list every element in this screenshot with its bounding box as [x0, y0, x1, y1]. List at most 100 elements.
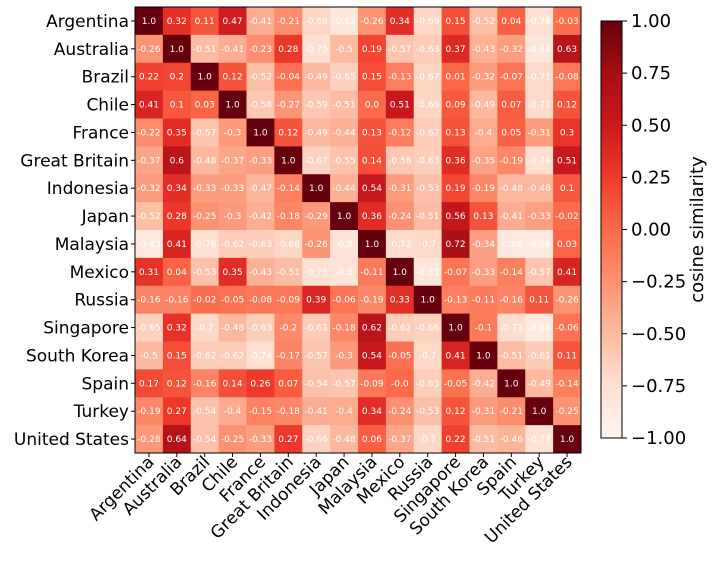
heatmap-cell-value: -0.57	[193, 128, 216, 138]
heatmap-cell	[441, 285, 470, 315]
heatmap-cell-value: -0.54	[193, 435, 217, 445]
heatmap-cell	[358, 7, 387, 36]
heatmap-cell-value: -0.48	[332, 435, 356, 445]
heatmap-cell-value: -0.63	[249, 324, 272, 334]
row-label: South Korea	[26, 346, 129, 366]
heatmap-cell	[302, 7, 331, 36]
heatmap-cell-value: -0.83	[137, 240, 160, 250]
heatmap-cell	[525, 285, 554, 315]
heatmap-cell-value: 0.54	[362, 184, 382, 194]
heatmap-cell	[190, 90, 220, 119]
heatmap-cell-value: -0.1	[475, 324, 493, 334]
heatmap-cell	[441, 425, 470, 454]
heatmap-cell-value: -0.66	[416, 324, 440, 334]
heatmap-cell-value: -0.3	[224, 128, 242, 138]
heatmap-cell	[330, 397, 359, 426]
heatmap-cell-value: -0.74	[249, 351, 273, 361]
heatmap-cell	[190, 146, 220, 175]
heatmap-cell	[302, 62, 331, 92]
row-label: France	[72, 123, 129, 143]
heatmap-cell	[441, 146, 470, 175]
heatmap-cell-value: -0.43	[249, 268, 272, 278]
heatmap-cell-value: -0.37	[137, 156, 160, 166]
heatmap-cell	[497, 397, 526, 426]
heatmap-cell	[385, 230, 415, 259]
heatmap-cell-value: -0.57	[388, 45, 411, 55]
heatmap-cell-value: -0.07	[444, 268, 467, 278]
heatmap-cell	[246, 425, 275, 454]
heatmap-cell-value: 0.12	[167, 379, 187, 389]
heatmap-cell	[553, 174, 582, 203]
heatmap-cell-value: 0.54	[362, 351, 382, 361]
heatmap-cell-value: 0.27	[167, 407, 187, 417]
heatmap-cell	[190, 257, 220, 287]
heatmap-cell-value: 0.12	[446, 407, 466, 417]
heatmap-cell	[302, 174, 331, 203]
heatmap-cell-value: -0.37	[221, 156, 244, 166]
row-label: Indonesia	[47, 179, 129, 199]
heatmap-cell	[358, 62, 387, 92]
heatmap-cell	[135, 369, 164, 398]
heatmap-cell-value: -0.8	[335, 240, 353, 250]
heatmap-cell	[274, 397, 303, 426]
heatmap-cell	[135, 397, 164, 426]
heatmap-cell-value: -0.04	[277, 73, 301, 83]
heatmap-cell-value: 0.03	[195, 101, 215, 111]
heatmap-cell	[302, 257, 331, 287]
heatmap-cell-value: 1.0	[225, 101, 240, 111]
heatmap-cell	[162, 90, 192, 119]
heatmap-cell	[330, 369, 359, 398]
heatmap-cell-value: 1.0	[476, 351, 491, 361]
heatmap-cell	[553, 285, 582, 315]
heatmap-cell	[525, 369, 554, 398]
heatmap-cell-value: 0.19	[362, 45, 382, 55]
heatmap-cell	[413, 202, 443, 231]
heatmap-cell	[135, 285, 164, 315]
heatmap-cell	[162, 202, 192, 231]
heatmap-cell	[274, 369, 303, 398]
heatmap-cell	[190, 425, 220, 454]
heatmap-cell	[190, 34, 220, 64]
heatmap-cell-value: -0.31	[528, 128, 551, 138]
heatmap-frame	[134, 6, 582, 454]
heatmap-cell	[246, 341, 275, 370]
heatmap-cell	[385, 313, 415, 342]
heatmap-cell-value: 0.09	[446, 101, 466, 111]
heatmap-cell	[162, 230, 192, 259]
heatmap-cell-value: -0.14	[500, 268, 524, 278]
heatmap-cell	[274, 257, 303, 287]
heatmap-cell-value: -0.62	[416, 128, 439, 138]
heatmap-cell	[441, 341, 470, 370]
heatmap-cell	[497, 341, 526, 370]
heatmap-cell-value: -0.25	[555, 407, 578, 417]
heatmap-cell-value: 0.36	[362, 212, 382, 222]
heatmap-cell-value: -0.14	[555, 379, 579, 389]
heatmap-cell-value: 0.0	[365, 101, 380, 111]
heatmap-cell-value: -0.19	[500, 156, 524, 166]
heatmap-cell-value: -0.05	[444, 379, 467, 389]
heatmap-cell-value: -0.68	[277, 240, 301, 250]
heatmap-cell	[274, 7, 303, 36]
heatmap-cell	[190, 62, 220, 92]
heatmap-cell-value: -0.21	[277, 17, 300, 27]
heatmap-cell-value: -0.63	[249, 240, 272, 250]
heatmap-cell	[218, 118, 247, 147]
heatmap-cell-value: -0.41	[249, 17, 272, 27]
heatmap-cell	[469, 313, 498, 342]
heatmap-cell	[441, 202, 470, 231]
heatmap-cell	[162, 285, 192, 315]
heatmap-cell-value: -0.49	[305, 73, 329, 83]
heatmap-cell-value: 0.27	[278, 435, 298, 445]
heatmap-cell	[274, 313, 303, 342]
heatmap-cell-value: -0.24	[388, 407, 412, 417]
heatmap-cell	[553, 146, 582, 175]
heatmap-cell	[553, 230, 582, 259]
heatmap-cell	[525, 118, 554, 147]
heatmap-cell-value: -0.44	[332, 184, 356, 194]
heatmap-cell-value: -0.2	[280, 324, 298, 334]
heatmap-cell	[497, 202, 526, 231]
heatmap-cell	[469, 425, 498, 454]
heatmap-cell-value: -0.71	[528, 73, 551, 83]
heatmap-cell-value: -0.7	[419, 240, 437, 250]
heatmap-cell	[218, 202, 247, 231]
